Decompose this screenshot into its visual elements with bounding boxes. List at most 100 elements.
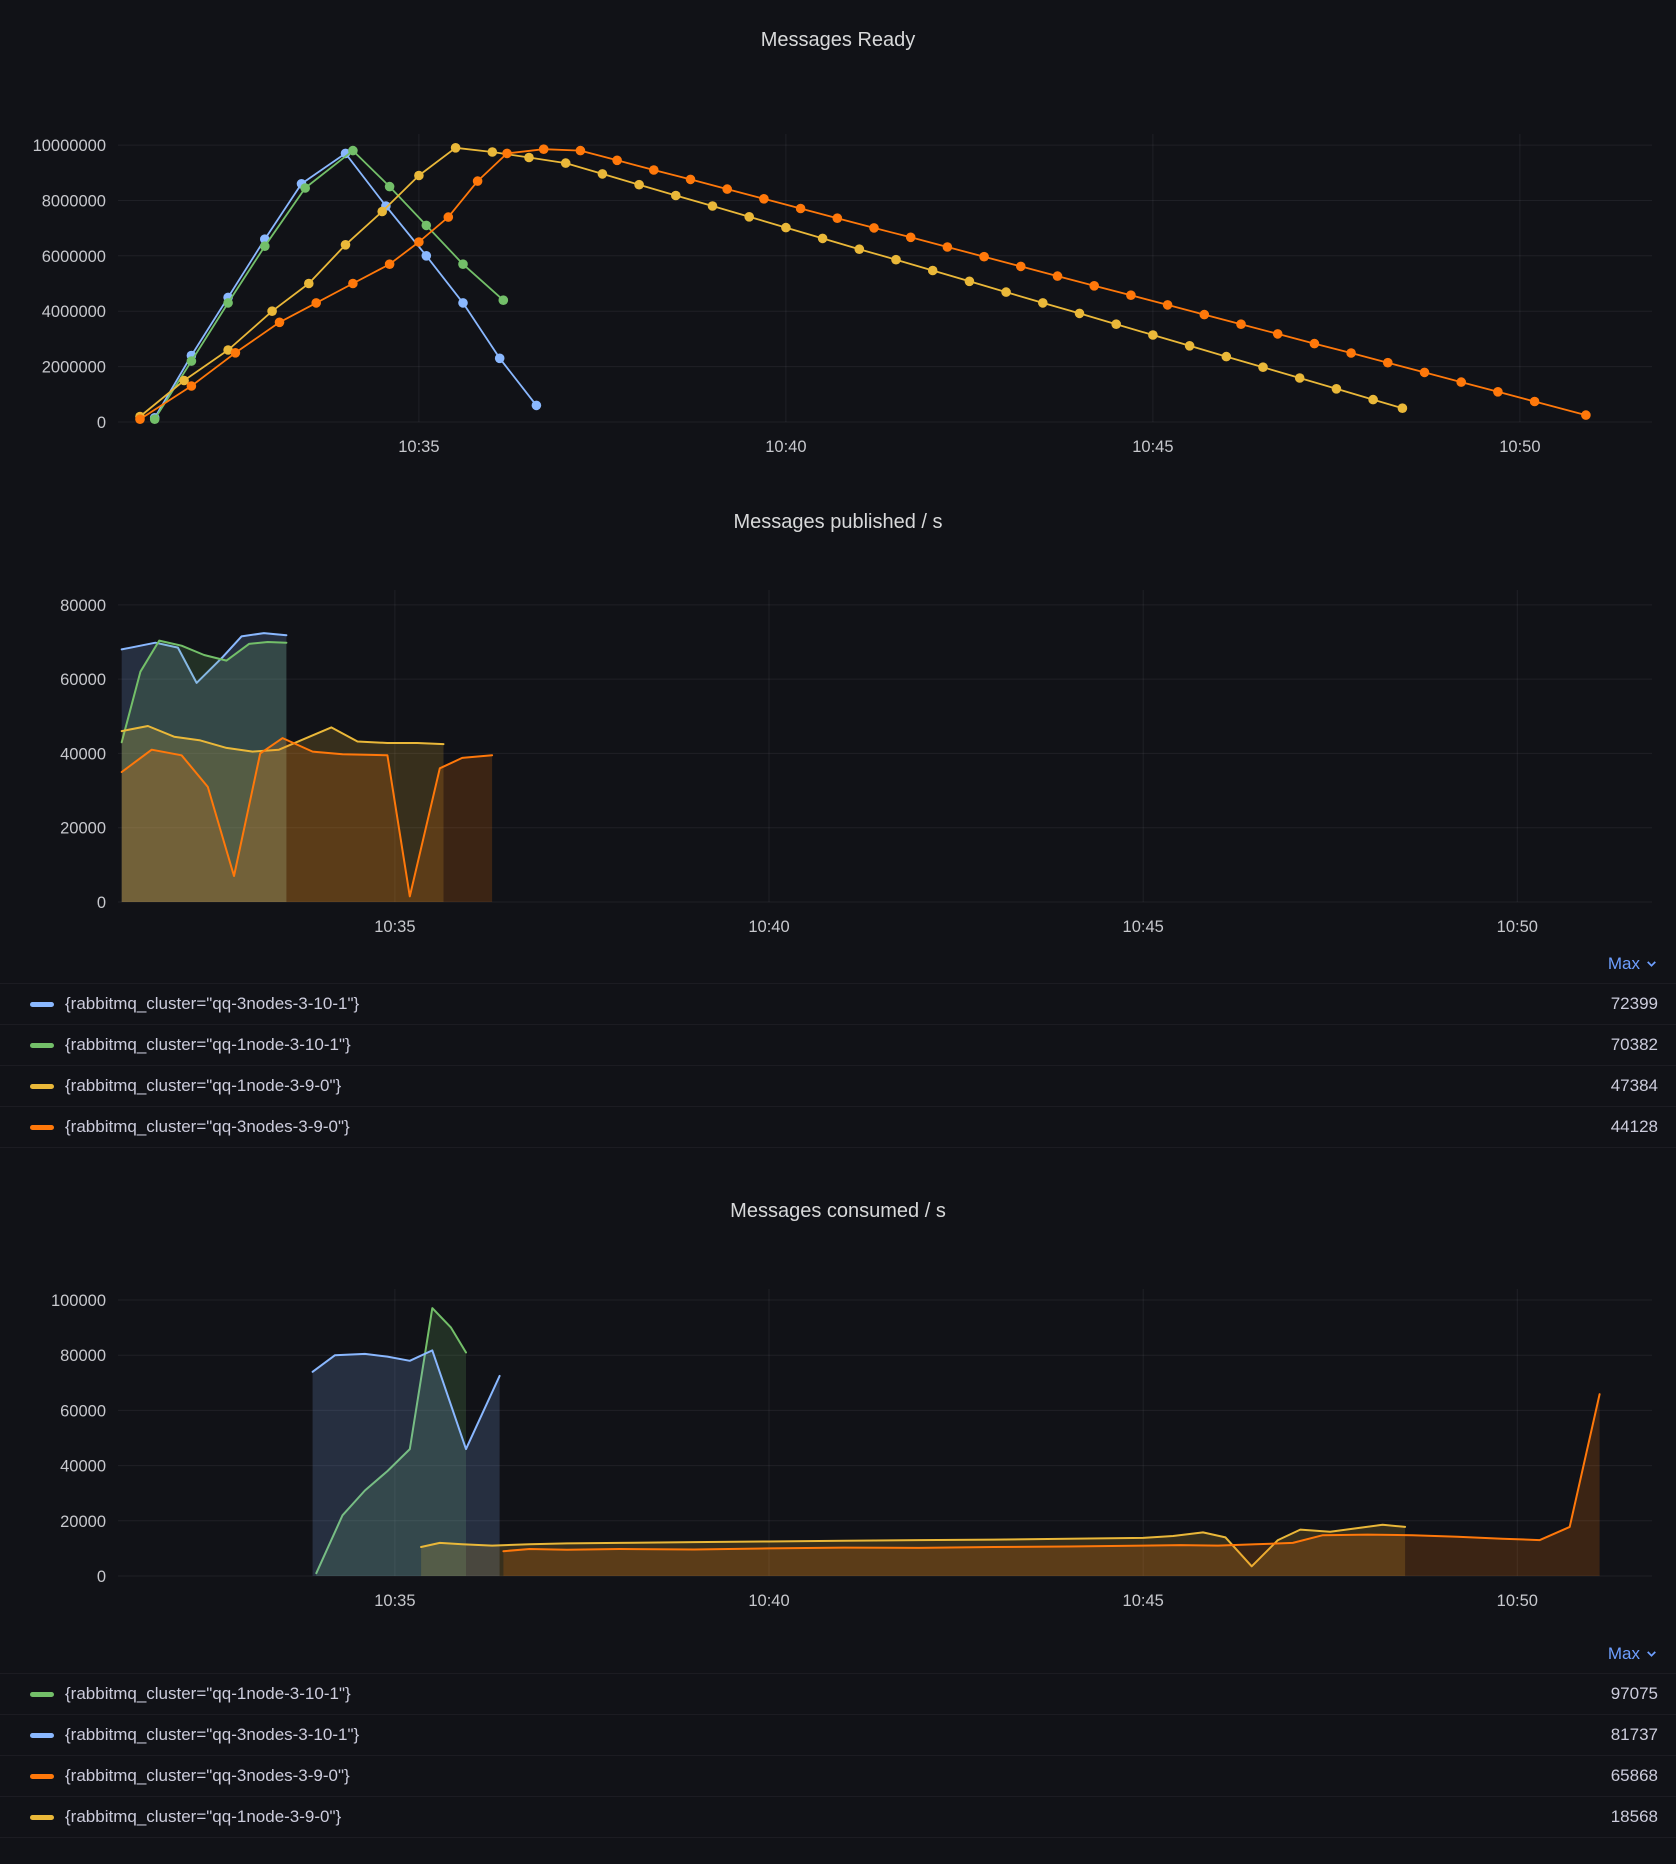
series-point-qq-3nodes-3-9-0 [1272, 329, 1283, 339]
series-point-qq-1node-3-9-0 [487, 147, 498, 157]
series-point-qq-1node-3-9-0 [817, 233, 828, 244]
series-point-qq-3nodes-3-9-0 [795, 203, 806, 214]
legend-sort-label: Max [1607, 1643, 1640, 1663]
messages-ready-chart[interactable]: 0 2000000 4000000 6000000 8000000 10000000 10:… [0, 64, 1676, 464]
series-color-swatch [30, 1083, 54, 1089]
x-tick-label: 10:50 [1497, 1592, 1538, 1610]
x-tick-label: 10:40 [748, 918, 789, 936]
series-color-swatch [30, 1691, 54, 1697]
series-point-qq-1node-3-10-1 [348, 145, 358, 156]
series-max-value: 72399 [1610, 994, 1658, 1013]
series-point-qq-3nodes-3-9-0 [1236, 319, 1246, 329]
legend-item[interactable]: {rabbitmq_cluster="qq-3nodes-3-9-0"} 4412… [0, 1107, 1676, 1148]
series-point-qq-1node-3-9-0 [1001, 287, 1011, 297]
series-point-qq-1node-3-9-0 [927, 265, 938, 276]
series-point-qq-3nodes-3-9-0 [722, 184, 732, 194]
series-point-qq-1node-3-9-0 [1258, 362, 1268, 373]
series-point-qq-1node-3-9-0 [179, 375, 189, 386]
series-point-qq-1node-3-10-1 [458, 259, 468, 269]
legend-item[interactable]: {rabbitmq_cluster="qq-3nodes-3-9-0"} 6586… [0, 1756, 1676, 1797]
series-area-qq-3nodes-3-9-0 [121, 738, 493, 902]
series-point-qq-3nodes-3-9-0 [1493, 387, 1503, 397]
series-point-qq-1node-3-9-0 [964, 276, 975, 287]
y-tick-label: 20000 [60, 820, 106, 838]
series-label: {rabbitmq_cluster="qq-3nodes-3-9-0"} [65, 1117, 350, 1136]
series-point-qq-1node-3-10-1 [149, 414, 160, 425]
series-point-qq-1node-3-9-0 [1148, 330, 1158, 340]
series-point-qq-3nodes-3-9-0 [1419, 367, 1430, 378]
series-line-qq-1node-3-9-0 [120, 725, 445, 753]
legend-item[interactable]: {rabbitmq_cluster="qq-3nodes-3-10-1"} 723… [0, 984, 1676, 1025]
panel-title-messages-ready[interactable]: Messages Ready [760, 29, 916, 51]
series-line-qq-3nodes-3-10-1 [311, 1349, 501, 1451]
x-tick-label: 10:40 [748, 1592, 789, 1610]
series-point-qq-3nodes-3-9-0 [1052, 271, 1063, 281]
series-point-qq-1node-3-9-0 [267, 306, 277, 316]
series-point-qq-3nodes-3-9-0 [905, 232, 916, 243]
x-tick-label: 10:50 [1499, 438, 1540, 456]
y-tick-label: 100000 [51, 1292, 106, 1310]
series-point-qq-1node-3-9-0 [450, 143, 461, 153]
legend-sort-max-button[interactable]: Max [1608, 954, 1658, 974]
series-point-qq-3nodes-3-9-0 [942, 242, 953, 252]
panel-messages-consumed: Messages consumed / s 0 20000 40000 60000 80… [0, 1189, 1676, 1838]
messages-published-chart[interactable]: 0 20000 40000 60000 80000 10:35 10:40 10:45 10:5… [0, 544, 1676, 944]
series-point-qq-1node-3-10-1 [421, 220, 432, 231]
legend-sort-max-button[interactable]: Max [1608, 1644, 1658, 1664]
series-label: {rabbitmq_cluster="qq-1node-3-10-1"} [65, 1035, 351, 1054]
series-point-qq-3nodes-3-9-0 [1126, 290, 1136, 300]
series-label: {rabbitmq_cluster="qq-1node-3-9-0"} [65, 1076, 342, 1095]
series-point-qq-1node-3-9-0 [891, 254, 901, 265]
series-point-qq-3nodes-3-10-1 [531, 400, 542, 411]
legend-header: Max [0, 1634, 1676, 1674]
panel-title-messages-consumed[interactable]: Messages consumed / s [730, 1200, 946, 1222]
series-label: {rabbitmq_cluster="qq-1node-3-9-0"} [65, 1807, 342, 1826]
series-point-qq-3nodes-3-9-0 [979, 251, 989, 262]
series-point-qq-1node-3-9-0 [1074, 308, 1085, 319]
panel-messages-published: Messages published / s 0 20000 40000 60000 8… [0, 500, 1676, 1148]
series-point-qq-3nodes-3-9-0 [311, 298, 322, 308]
series-point-qq-3nodes-3-9-0 [1162, 300, 1173, 310]
legend-item[interactable]: {rabbitmq_cluster="qq-1node-3-10-1"} 9707… [0, 1674, 1676, 1715]
series-max-value: 81737 [1610, 1725, 1658, 1744]
x-tick-label: 10:45 [1132, 438, 1173, 456]
series-line-qq-1node-3-9-0 [420, 1523, 1407, 1568]
series-area-qq-1node-3-10-1 [121, 640, 287, 902]
series-point-qq-1node-3-9-0 [1221, 351, 1232, 362]
series-point-qq-1node-3-9-0 [707, 201, 718, 211]
series-area-qq-3nodes-3-9-0 [503, 1394, 1600, 1576]
series-color-swatch [30, 1042, 54, 1048]
series-point-qq-3nodes-3-9-0 [538, 144, 549, 154]
series-point-qq-3nodes-3-9-0 [1529, 396, 1540, 407]
series-point-qq-3nodes-3-9-0 [348, 278, 358, 289]
series-max-value: 47384 [1610, 1076, 1658, 1095]
series-label: {rabbitmq_cluster="qq-3nodes-3-10-1"} [65, 1725, 360, 1744]
series-point-qq-3nodes-3-10-1 [421, 251, 432, 261]
legend-item[interactable]: {rabbitmq_cluster="qq-1node-3-10-1"} 7038… [0, 1025, 1676, 1066]
x-tick-label: 10:35 [374, 918, 415, 936]
series-point-qq-1node-3-10-1 [186, 356, 197, 366]
series-point-qq-1node-3-9-0 [1331, 384, 1342, 394]
y-tick-label: 4000000 [42, 303, 106, 321]
series-line-qq-3nodes-3-9-0 [139, 148, 1587, 421]
series-area-qq-1node-3-9-0 [121, 726, 444, 902]
legend-item[interactable]: {rabbitmq_cluster="qq-1node-3-9-0"} 18568 [0, 1797, 1676, 1838]
series-max-value: 44128 [1610, 1117, 1658, 1136]
legend-item[interactable]: {rabbitmq_cluster="qq-1node-3-9-0"} 47384 [0, 1066, 1676, 1107]
messages-consumed-chart[interactable]: 0 20000 40000 60000 80000 100000 10:35 10:40 10:… [0, 1233, 1676, 1618]
y-tick-label: 60000 [60, 1402, 106, 1420]
series-point-qq-1node-3-9-0 [1111, 319, 1121, 329]
series-line-qq-3nodes-3-9-0 [120, 737, 494, 898]
legend-item[interactable]: {rabbitmq_cluster="qq-3nodes-3-10-1"} 817… [0, 1715, 1676, 1756]
x-tick-label: 10:40 [765, 438, 806, 456]
series-point-qq-1node-3-9-0 [223, 345, 233, 355]
series-point-qq-3nodes-3-9-0 [230, 348, 241, 358]
series-point-qq-3nodes-3-9-0 [384, 259, 395, 269]
panel-title-messages-published[interactable]: Messages published / s [733, 511, 943, 533]
series-line-qq-3nodes-3-10-1 [153, 152, 538, 419]
series-point-qq-3nodes-3-10-1 [494, 353, 505, 364]
series-point-qq-1node-3-9-0 [634, 179, 644, 190]
series-point-qq-3nodes-3-9-0 [1016, 261, 1026, 272]
legend-messages-published: Max {rabbitmq_cluster="qq-3nodes-3-10-1"… [0, 944, 1676, 1148]
series-point-qq-1node-3-9-0 [671, 190, 681, 201]
